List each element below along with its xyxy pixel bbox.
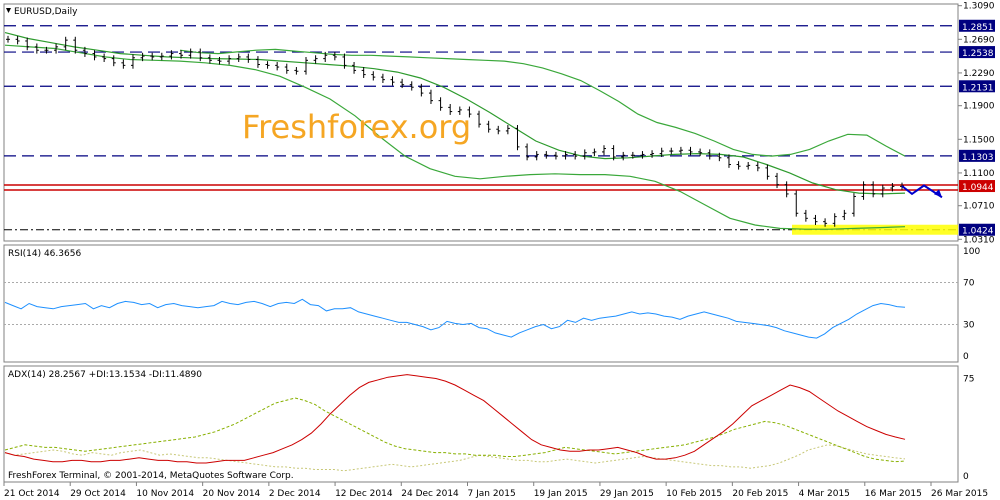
x-tick-label: 16 Mar 2015	[865, 489, 922, 499]
support-zone	[792, 224, 958, 235]
level-label-box	[959, 180, 995, 193]
plus-di-line	[4, 444, 906, 472]
x-tick-label: 10 Nov 2014	[136, 489, 194, 499]
level-label-box	[959, 19, 995, 32]
adx-label: ADX(14) 28.2567 +DI:13.1534 -DI:11.4890	[8, 370, 202, 380]
level-label: 1.1303	[962, 153, 994, 163]
price-tick-label: 1.1900	[963, 102, 995, 112]
rsi-tick-label: 100	[963, 247, 980, 257]
rsi-tick-label: 0	[963, 352, 969, 362]
adx-line	[4, 374, 906, 464]
level-label-box	[959, 149, 995, 162]
x-tick-label: 12 Dec 2014	[335, 489, 393, 499]
watermark-text: Freshforex.org	[242, 108, 471, 146]
level-label: 1.0424	[962, 227, 994, 237]
adx-tick-label: 0	[963, 472, 969, 482]
adx-panel-frame	[3, 365, 959, 483]
price-tick-label: 1.3090	[963, 2, 995, 12]
rsi-line	[4, 298, 906, 339]
level-label: 1.2851	[962, 23, 994, 33]
rsi-tick-label: 70	[963, 279, 975, 289]
minus-di-line	[4, 397, 906, 463]
level-label-box	[959, 46, 995, 59]
price-tick-label: 1.2690	[963, 35, 995, 45]
level-label: 1.0944	[962, 183, 994, 193]
level-label: 1.2131	[962, 83, 994, 93]
level-label-box	[959, 80, 995, 93]
rsi-label: RSI(14) 46.3656	[8, 249, 81, 259]
x-tick-label: 26 Mar 2015	[931, 489, 988, 499]
symbol-marker	[6, 8, 11, 13]
forecast-arrowhead	[934, 189, 942, 198]
x-tick-label: 2 Dec 2014	[269, 489, 321, 499]
price-tick-label: 1.0310	[963, 235, 995, 245]
symbol-label: EURUSD,Daily	[14, 7, 78, 17]
ma-fast-line	[4, 32, 906, 195]
price-tick-label: 1.0710	[963, 202, 995, 212]
ma-lower-line	[4, 44, 906, 230]
x-tick-label: 24 Dec 2014	[401, 489, 459, 499]
level-label: 1.2538	[962, 49, 994, 59]
price-tick-label: 1.1100	[963, 169, 995, 179]
x-tick-label: 21 Oct 2014	[4, 489, 60, 499]
price-panel-frame	[3, 3, 959, 242]
x-tick-label: 29 Oct 2014	[70, 489, 126, 499]
x-tick-label: 10 Feb 2015	[666, 489, 722, 499]
x-tick-label: 29 Jan 2015	[600, 489, 654, 499]
ma-slow-line	[179, 48, 906, 157]
price-tick-label: 1.2290	[963, 69, 995, 79]
forecast-arrow	[901, 184, 943, 199]
level-label-box	[959, 223, 995, 236]
footer-text: FreshForex Terminal, © 2001-2014, MetaQu…	[8, 471, 294, 481]
x-tick-label: 20 Feb 2015	[732, 489, 788, 499]
adx-tick-label: 75	[963, 375, 974, 385]
x-tick-label: 20 Nov 2014	[203, 489, 261, 499]
price-tick-label: 1.1500	[963, 135, 995, 145]
rsi-panel-frame	[3, 244, 959, 363]
x-tick-label: 7 Jan 2015	[468, 489, 516, 499]
rsi-tick-label: 30	[963, 321, 975, 331]
x-tick-label: 4 Mar 2015	[799, 489, 850, 499]
x-tick-label: 19 Jan 2015	[534, 489, 588, 499]
